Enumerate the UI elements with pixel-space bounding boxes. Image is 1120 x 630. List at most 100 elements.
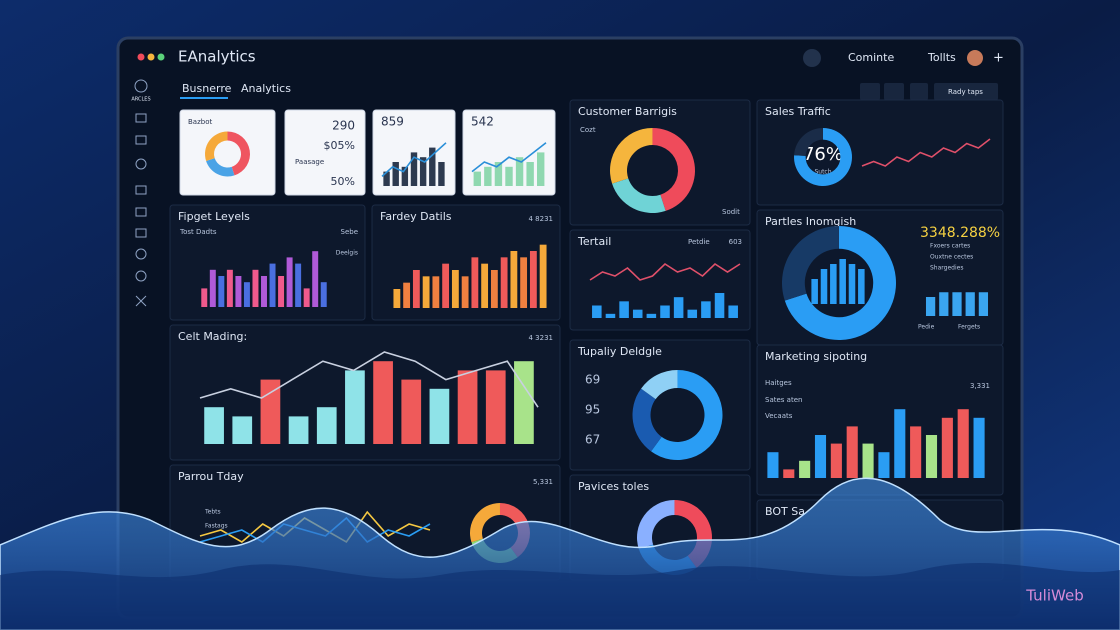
bar	[484, 166, 492, 186]
donut-segment	[637, 500, 675, 550]
nav-icon[interactable]	[135, 158, 147, 170]
bar	[451, 270, 459, 308]
user-name[interactable]: Cominte	[848, 51, 894, 64]
donut-segment	[782, 226, 839, 301]
donut-segment	[612, 178, 666, 214]
bar	[510, 251, 518, 308]
tool-button[interactable]	[910, 83, 928, 100]
bar	[383, 171, 390, 186]
profile-pic[interactable]	[967, 50, 983, 66]
bar	[660, 305, 670, 318]
tab-active[interactable]: Busnerre	[182, 82, 232, 95]
filter-label[interactable]: Rady taps	[948, 88, 983, 96]
line	[381, 142, 447, 177]
kpi-card	[179, 109, 276, 196]
panel-label: 50%	[331, 175, 355, 188]
bar	[526, 162, 534, 186]
panel-title: Pavices toles	[578, 480, 649, 493]
panel-label: Vecaats	[765, 412, 793, 420]
bar	[471, 257, 479, 308]
bar	[862, 443, 874, 478]
panel-title: Marketing sipoting	[765, 350, 867, 363]
bar	[632, 309, 643, 318]
bar	[303, 288, 310, 307]
nav-icon[interactable]	[135, 135, 147, 145]
bar	[811, 279, 818, 304]
nav-icon[interactable]	[135, 228, 147, 238]
line	[471, 142, 547, 173]
sidebar-label: ARCLES	[131, 97, 150, 103]
panel-label: $05%	[324, 139, 355, 152]
panel-label: Haitges	[765, 379, 792, 387]
bar	[500, 257, 508, 308]
donut-segment	[641, 370, 678, 400]
bar	[288, 416, 309, 444]
bar	[401, 166, 409, 186]
bar	[973, 417, 985, 478]
panel-label: 4 8231	[529, 215, 554, 223]
panel-label: Ouxtne cectes	[930, 254, 973, 261]
panel-label: Pedie	[918, 324, 935, 331]
bar	[316, 407, 337, 444]
nav-icon[interactable]	[135, 248, 147, 260]
panel-label: 76%	[803, 144, 843, 165]
panel-label: 69	[585, 373, 600, 387]
bar	[978, 292, 989, 316]
panel-label: 4 3231	[529, 334, 554, 342]
bar	[422, 276, 430, 308]
bar	[403, 282, 411, 308]
panel-title: Sales Traffic	[765, 105, 831, 118]
panel-label: 95	[585, 403, 600, 417]
tool-button[interactable]	[884, 83, 904, 100]
nav-icon[interactable]	[135, 207, 147, 217]
bar	[965, 292, 975, 316]
bar	[252, 269, 259, 307]
panel-label: Tost Dadts	[179, 228, 217, 236]
donut-segment	[610, 128, 653, 184]
bar	[295, 263, 302, 307]
tool-button[interactable]	[860, 83, 880, 100]
menu[interactable]: Tollts	[927, 51, 956, 64]
avatar[interactable]	[803, 49, 821, 67]
bar	[201, 288, 208, 307]
donut-segment	[470, 503, 500, 543]
bar	[412, 270, 420, 308]
bar	[925, 297, 936, 316]
add-button[interactable]: +	[993, 51, 1004, 66]
donut-segment	[206, 158, 235, 177]
bar	[687, 309, 698, 318]
nav-icon[interactable]	[135, 295, 147, 307]
bar	[235, 276, 242, 307]
panel-label: Fergets	[958, 324, 980, 331]
bar	[373, 361, 393, 444]
donut-segment	[784, 226, 897, 341]
panel-title: Fipget Leyels	[178, 210, 250, 223]
panel-label: 5,331	[533, 478, 553, 486]
watermark: TuliWeb	[1025, 587, 1083, 605]
panel-title: 542	[471, 115, 494, 129]
bar	[505, 166, 513, 186]
panel-label: Deelgis	[336, 250, 358, 257]
bar	[848, 264, 856, 304]
bar	[243, 282, 250, 307]
nav-icon[interactable]	[135, 270, 147, 282]
bar	[485, 370, 506, 444]
panel-title: Bazbot	[188, 118, 212, 126]
filter-dropdown[interactable]	[934, 83, 998, 100]
panel-title: Partles Inomgish	[765, 215, 856, 228]
nav-icon[interactable]	[135, 185, 147, 195]
bar	[481, 263, 489, 308]
bar	[204, 407, 224, 444]
nav-icon[interactable]	[135, 113, 147, 123]
tab[interactable]: Analytics	[241, 82, 291, 95]
bar	[419, 157, 427, 186]
bar	[846, 426, 858, 478]
donut-segment	[794, 128, 823, 156]
panel-title: Tertail	[577, 235, 611, 248]
bar	[714, 293, 725, 318]
panel-label: 3348.288%	[920, 225, 1000, 241]
bar	[830, 443, 842, 478]
bar	[830, 264, 837, 304]
bar	[592, 305, 602, 318]
